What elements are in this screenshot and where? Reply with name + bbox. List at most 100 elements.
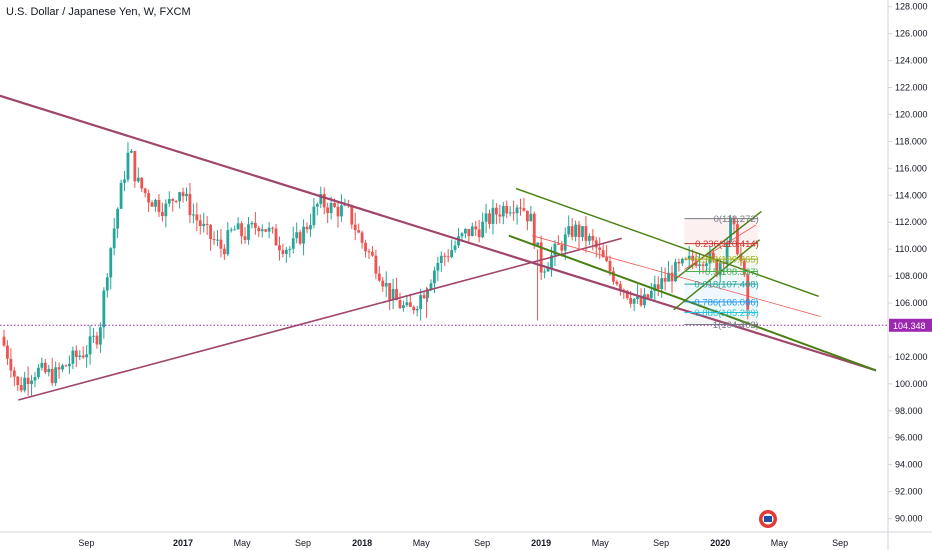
candle-body [99,327,102,345]
fib-zone [684,271,758,285]
candle-body [26,377,30,385]
candle-body [412,306,416,311]
candle-body [340,205,343,217]
candle-body [505,206,509,214]
candle-body [391,288,395,300]
candle-body [563,234,567,251]
candle-body [742,260,746,275]
candle-body [236,223,240,230]
candle-body [322,194,326,208]
fibonacci-retracement[interactable]: 0(112.272)0.236(110.414)0.382(109.265)0.… [684,214,759,331]
rising-channel-upper[interactable] [675,210,762,280]
candle-body [705,263,708,267]
candle-body [667,272,670,282]
candle-body [309,225,312,230]
candle-body [315,204,319,207]
fib-level-label: 0.236(110.414) [695,239,759,250]
y-tick-label: 100.000 [895,379,928,389]
candle-body [691,255,695,261]
candle-body [646,294,650,299]
x-tick-label: May [592,538,610,548]
candle-body [532,213,536,246]
rising-channel-lower[interactable] [673,239,761,311]
candle-body [491,207,495,224]
candle-body [632,299,636,304]
candle-body [288,248,292,250]
candle-body [481,221,485,238]
candle-body [598,247,602,250]
candle-body [109,248,113,278]
channel-upper-line[interactable] [515,187,819,297]
candle-body [9,358,13,371]
candle-body [550,255,553,269]
candle-body [85,354,89,358]
candle-body [150,202,154,207]
y-tick-label: 116.000 [895,163,927,173]
lower-triangle-line[interactable] [18,237,622,401]
candle-body [164,203,168,217]
y-tick-label: 106.000 [895,298,928,308]
candle-body [6,345,9,359]
candle-body [601,249,605,258]
candle-body [718,262,722,276]
candle-body [61,365,64,370]
y-tick-label: 126.000 [895,29,928,39]
candle-body [739,254,743,261]
candle-body [512,212,516,214]
candle-body [388,282,392,300]
candle-body [674,261,677,282]
candle-body [191,214,195,216]
candle-body [253,222,257,228]
candle-body [116,208,120,229]
candle-body [398,300,402,309]
candle-body [143,188,147,194]
candle-body [284,249,288,254]
current-price-badge[interactable] [889,318,932,332]
candle-body [649,290,653,299]
candle-body [543,271,547,273]
y-tick-label: 128.000 [895,2,928,12]
y-tick-label: 124.000 [895,56,928,66]
y-tick-label: 90.000 [895,514,923,524]
time-axis[interactable]: Sep 2017 May Sep 2018 May Sep 2019 May Sep 2020 May… [0,531,932,548]
candle-body [50,368,54,384]
y-tick-label: 94.000 [895,460,923,470]
candle-body [240,223,243,237]
channel-lower-line[interactable] [508,234,877,372]
fib-zone [684,301,758,313]
candle-body [326,207,330,214]
candle-body [360,232,364,243]
candle-body [567,226,571,235]
candle-body [439,255,443,263]
candle-body [281,250,285,254]
candle-body [625,290,629,299]
x-tick-label: May [413,538,431,548]
candle-body [587,235,591,241]
thin-trendline[interactable] [684,224,757,270]
candle-body [591,235,595,241]
drawn-trendlines[interactable] [0,94,888,401]
event-badge[interactable] [759,510,777,528]
y-tick-label: 112.000 [895,217,927,227]
fib-level-label: 0.786(106.086) [694,297,758,308]
candle-body [715,259,719,276]
candle-body [698,264,701,267]
candle-body [329,203,333,214]
candle-body [643,294,646,306]
candle-body [130,150,133,153]
fib-zone [684,284,758,302]
candle-body [429,283,433,290]
candle-body [30,380,33,385]
candle-body [23,377,27,391]
candle-body [264,229,268,232]
flag-icon [764,516,772,522]
candle-body [364,242,367,252]
candle-body [618,284,622,290]
price-axis[interactable]: 90.000 92.000 94.000 96.000 98.000 100.000 102… [887,0,932,550]
thin-trendline[interactable] [532,235,821,317]
candle-body [302,226,305,244]
candle-body [171,199,175,201]
candle-body [291,238,295,249]
y-tick-label: 108.000 [895,271,928,281]
